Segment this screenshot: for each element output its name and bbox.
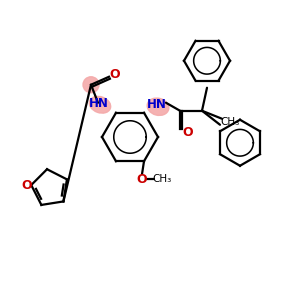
Ellipse shape [147, 98, 169, 116]
Text: O: O [137, 173, 147, 186]
Text: CH₃: CH₃ [220, 117, 240, 127]
Text: HN: HN [147, 98, 167, 111]
Text: HN: HN [89, 97, 109, 110]
Text: CH₃: CH₃ [152, 174, 172, 184]
Ellipse shape [89, 96, 111, 113]
Text: O: O [183, 126, 193, 139]
Text: O: O [110, 68, 120, 81]
Ellipse shape [83, 77, 99, 93]
Text: O: O [21, 178, 32, 191]
